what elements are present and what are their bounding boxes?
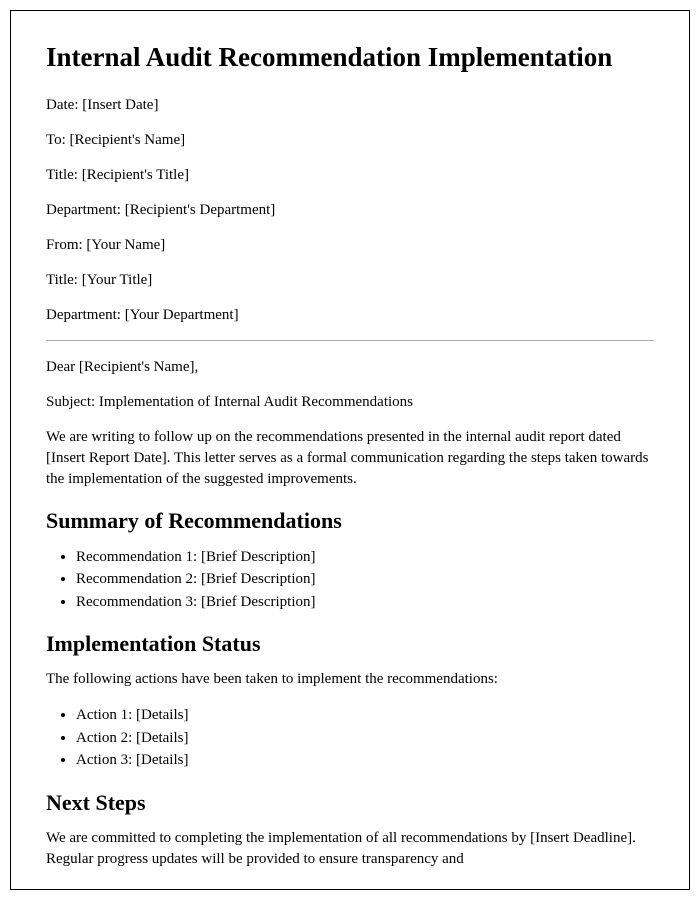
summary-item: Recommendation 3: [Brief Description] (76, 591, 654, 614)
status-item: Action 3: [Details] (76, 749, 654, 772)
next-body: We are committed to completing the imple… (46, 828, 654, 870)
status-list: Action 1: [Details] Action 2: [Details] … (76, 704, 654, 772)
status-heading: Implementation Status (46, 631, 654, 657)
summary-item: Recommendation 1: [Brief Description] (76, 546, 654, 569)
meta-to: To: [Recipient's Name] (46, 130, 654, 151)
meta-from-title: Title: [Your Title] (46, 270, 654, 291)
status-item: Action 2: [Details] (76, 727, 654, 750)
meta-from: From: [Your Name] (46, 235, 654, 256)
document-title: Internal Audit Recommendation Implementa… (46, 41, 654, 75)
document-page: Internal Audit Recommendation Implementa… (10, 10, 690, 890)
meta-from-dept: Department: [Your Department] (46, 305, 654, 326)
status-intro: The following actions have been taken to… (46, 669, 654, 690)
summary-heading: Summary of Recommendations (46, 508, 654, 534)
divider (46, 340, 654, 341)
status-item: Action 1: [Details] (76, 704, 654, 727)
salutation: Dear [Recipient's Name], (46, 357, 654, 378)
summary-list: Recommendation 1: [Brief Description] Re… (76, 546, 654, 614)
meta-to-dept: Department: [Recipient's Department] (46, 200, 654, 221)
summary-item: Recommendation 2: [Brief Description] (76, 568, 654, 591)
subject-line: Subject: Implementation of Internal Audi… (46, 392, 654, 413)
meta-to-title: Title: [Recipient's Title] (46, 165, 654, 186)
meta-date: Date: [Insert Date] (46, 95, 654, 116)
intro-paragraph: We are writing to follow up on the recom… (46, 427, 654, 490)
next-heading: Next Steps (46, 790, 654, 816)
